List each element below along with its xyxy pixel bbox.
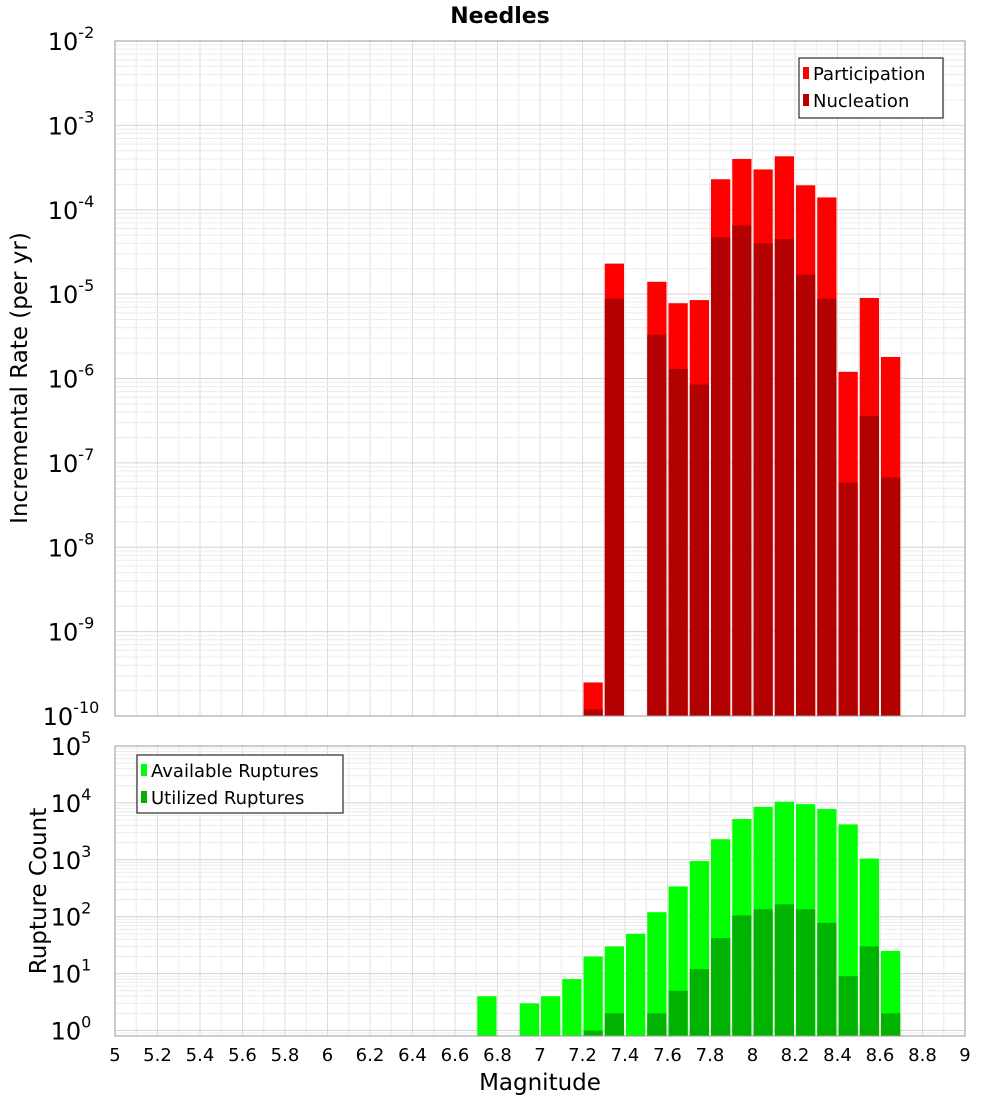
y-tick-label: 10-5: [48, 276, 95, 309]
x-tick-label: 7.4: [611, 1045, 640, 1066]
rupture-count-chart: 100 101 102 103 104 105 5 5.2 5.4 5.6 5.8 6 6.2 6.4 6…: [26, 728, 971, 1096]
rupture-count-bar-secondary: [774, 904, 794, 1036]
x-tick-label: 5: [109, 1045, 120, 1066]
x-tick-label: 6: [322, 1045, 333, 1066]
x-tick-label: 7.8: [696, 1045, 725, 1066]
y-tick-label: 10-8: [48, 529, 95, 562]
y-tick-label: 101: [51, 956, 92, 989]
rate-bar-secondary: [817, 298, 837, 716]
rupture-count-bar-primary: [562, 979, 582, 1036]
x-tick-label: 7.2: [568, 1045, 597, 1066]
y-tick-label: 10-9: [48, 614, 95, 647]
x-tick-label: 6.4: [398, 1045, 427, 1066]
rate-chart-bars: [583, 156, 901, 717]
x-tick-label: 8: [747, 1045, 758, 1066]
x-tick-label: 7: [534, 1045, 545, 1066]
rupture-count-bar-primary: [626, 933, 646, 1036]
rate-bar-secondary: [689, 384, 709, 716]
rupture-count-bar-primary: [477, 996, 497, 1036]
rupture-count-bar-primary: [541, 996, 561, 1036]
x-tick-label: 8.8: [908, 1045, 937, 1066]
rate-bar-secondary: [774, 239, 794, 716]
rate-bar-secondary: [796, 274, 816, 716]
rupture-count-chart-bars: [477, 801, 901, 1036]
rupture-count-bar-secondary: [817, 922, 837, 1036]
rupture-count-chart-legend: Available Ruptures Utilized Ruptures: [136, 754, 344, 814]
x-axis-label: Magnitude: [479, 1070, 601, 1096]
x-tick-label: 6.8: [483, 1045, 512, 1066]
rupture-count-bar-primary: [519, 1003, 539, 1036]
rupture-count-chart-y-ticks: 100 101 102 103 104 105: [51, 728, 92, 1045]
y-tick-label: 10-4: [48, 192, 95, 225]
x-tick-label: 8.2: [781, 1045, 810, 1066]
x-tick-label: 5.4: [186, 1045, 215, 1066]
y-tick-label: 10-6: [48, 361, 95, 394]
rate-bar-secondary: [732, 225, 752, 716]
legend-swatch: [141, 791, 147, 803]
rupture-count-bar-secondary: [647, 1013, 667, 1036]
rate-bar-secondary: [668, 368, 688, 716]
x-tick-label: 6.2: [356, 1045, 385, 1066]
rupture-count-bar-secondary: [583, 1030, 603, 1036]
rupture-count-bar-secondary: [689, 969, 709, 1036]
rate-chart-y-ticks: 10-10 10-9 10-8 10-7 10-6 10-5 10-4 10-3 10-2: [43, 23, 100, 731]
x-tick-label: 5.2: [143, 1045, 172, 1066]
rupture-count-bar-secondary: [711, 938, 731, 1036]
rate-bar-secondary: [881, 477, 901, 716]
x-tick-label: 8.6: [866, 1045, 895, 1066]
rate-bar-primary: [583, 682, 603, 716]
legend-box: [798, 57, 944, 119]
y-tick-label: 102: [51, 899, 92, 932]
y-tick-label: 103: [51, 842, 92, 875]
rate-bar-secondary: [838, 482, 858, 716]
rupture-count-bar-secondary: [753, 909, 773, 1036]
rate-bar-secondary: [711, 237, 731, 716]
rupture-count-chart-plot-area: [114, 745, 966, 1037]
legend-label: Participation: [813, 64, 925, 85]
y-tick-label: 100: [51, 1012, 92, 1045]
rupture-count-bar-secondary: [881, 1013, 901, 1036]
rate-bar-secondary: [753, 243, 773, 717]
legend-box: [136, 754, 344, 814]
rupture-count-chart-y-label: Rupture Count: [26, 808, 52, 974]
rupture-count-bar-secondary: [838, 976, 858, 1036]
rate-chart-y-label: Incremental Rate (per yr): [7, 232, 33, 524]
x-tick-label: 9: [959, 1045, 970, 1066]
x-tick-label: 5.6: [228, 1045, 257, 1066]
rupture-count-bar-secondary: [668, 990, 688, 1036]
y-tick-label: 10-7: [48, 445, 95, 478]
rupture-count-bar-secondary: [604, 1013, 624, 1036]
legend-swatch: [141, 764, 147, 776]
rupture-count-bar-secondary: [859, 946, 879, 1036]
rupture-count-bar-secondary: [732, 915, 752, 1036]
legend-swatch: [803, 94, 809, 106]
rate-chart-grid: [114, 40, 966, 717]
legend-label: Utilized Ruptures: [151, 788, 304, 809]
rupture-count-bar-primary: [583, 956, 603, 1036]
y-tick-label: 105: [51, 728, 92, 761]
rate-chart-legend: Participation Nucleation: [798, 57, 944, 119]
rate-bar-secondary: [859, 415, 879, 716]
rate-bar-secondary: [583, 709, 603, 716]
y-tick-label: 10-3: [48, 107, 95, 140]
x-axis-ticks: 5 5.2 5.4 5.6 5.8 6 6.2 6.4 6.6 6.8 7 7.2 7.4 7.6 7.8 8…: [109, 1045, 970, 1066]
legend-swatch: [803, 67, 809, 79]
rupture-count-bar-secondary: [796, 909, 816, 1036]
x-tick-label: 6.6: [441, 1045, 470, 1066]
x-tick-label: 7.6: [653, 1045, 682, 1066]
rate-chart-plot-area: [114, 40, 966, 717]
x-tick-label: 5.8: [271, 1045, 300, 1066]
y-tick-label: 10-2: [48, 23, 95, 56]
y-tick-label: 104: [51, 785, 92, 818]
legend-label: Available Ruptures: [151, 761, 319, 782]
y-tick-label: 10-10: [43, 698, 100, 731]
legend-label: Nucleation: [813, 91, 909, 112]
rupture-count-bar-primary: [647, 912, 667, 1036]
x-tick-label: 8.4: [823, 1045, 852, 1066]
rate-bar-secondary: [647, 334, 667, 716]
chart-title: Needles: [450, 4, 550, 29]
rate-chart: 10-10 10-9 10-8 10-7 10-6 10-5 10-4 10-3 10-2 In…: [7, 23, 966, 731]
rate-bar-secondary: [604, 298, 624, 716]
